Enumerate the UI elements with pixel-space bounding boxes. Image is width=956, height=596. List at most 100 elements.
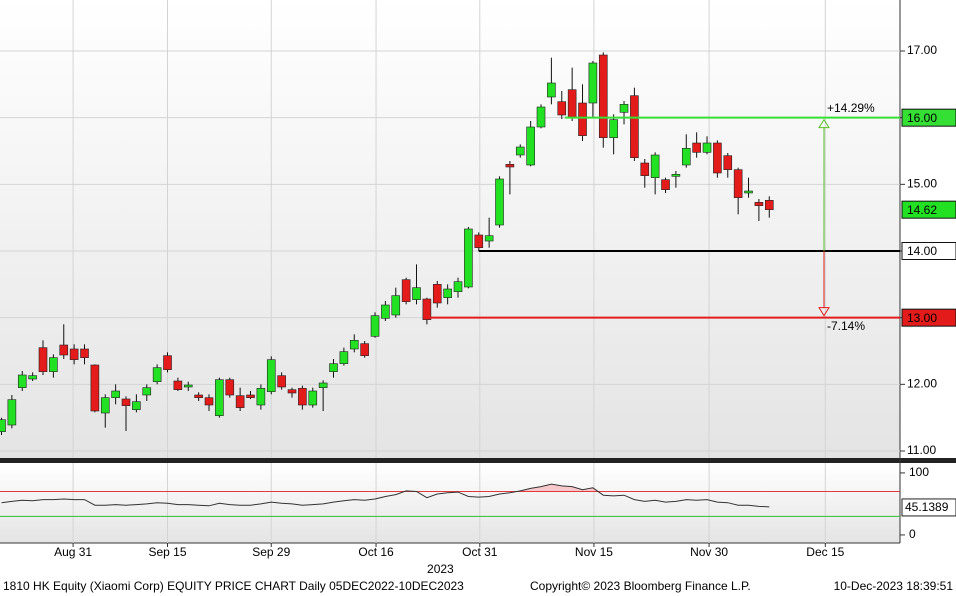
candle-body bbox=[0, 419, 6, 432]
level-label: 13.00 bbox=[907, 311, 937, 325]
level-box bbox=[901, 242, 956, 260]
candle-body bbox=[630, 95, 639, 158]
candle-body bbox=[754, 202, 764, 206]
footer-left: 1810 HK Equity (Xiaomi Corp) EQUITY PRIC… bbox=[3, 579, 464, 593]
x-tick-label: Dec 15 bbox=[806, 545, 844, 559]
candle-body bbox=[183, 384, 193, 388]
y-tick-label: 11.00 bbox=[907, 443, 936, 457]
x-tick-label: Nov 15 bbox=[575, 545, 613, 559]
candle-body bbox=[121, 398, 131, 406]
candle-body bbox=[318, 382, 328, 388]
candle-body bbox=[59, 344, 69, 356]
candle-body bbox=[432, 284, 442, 304]
candle-body bbox=[17, 374, 27, 388]
x-tick-label: Oct 31 bbox=[462, 545, 498, 559]
candle-body bbox=[329, 363, 338, 372]
candle-body bbox=[474, 234, 484, 248]
level-label: 14.00 bbox=[907, 244, 937, 258]
candle-body bbox=[7, 399, 17, 426]
candle-body bbox=[484, 235, 494, 242]
y-tick-label: 15.00 bbox=[907, 177, 937, 191]
candle-body bbox=[422, 298, 432, 320]
candle-body bbox=[308, 390, 318, 406]
level-box bbox=[901, 108, 956, 127]
rsi-last-label: 45.1389 bbox=[905, 500, 949, 514]
rsi-tick-label: 0 bbox=[909, 527, 916, 541]
candle-body bbox=[173, 380, 183, 390]
candle-body bbox=[661, 179, 670, 190]
candle-body bbox=[256, 388, 266, 406]
candle-body bbox=[287, 389, 297, 394]
candle-body bbox=[536, 106, 546, 128]
candle-body bbox=[28, 375, 37, 380]
candle-body bbox=[412, 287, 421, 300]
annotation: +14.29% bbox=[827, 101, 875, 115]
rsi-line bbox=[1, 483, 770, 508]
candle-body bbox=[401, 279, 411, 302]
candle-body bbox=[526, 126, 535, 166]
overbought-fill bbox=[1, 484, 770, 492]
candle-body bbox=[692, 142, 701, 153]
candle-body bbox=[235, 395, 245, 408]
candle-body bbox=[681, 148, 691, 166]
candle-body bbox=[505, 164, 515, 168]
panel-separator bbox=[0, 458, 956, 463]
candle-body bbox=[349, 340, 359, 350]
candle-body bbox=[266, 359, 276, 392]
candle-body bbox=[598, 54, 608, 138]
x-tick-label: Oct 16 bbox=[358, 545, 394, 559]
price-panel bbox=[0, 0, 900, 458]
candle-body bbox=[443, 288, 452, 298]
candle-body bbox=[69, 348, 79, 360]
candle-body bbox=[578, 102, 587, 136]
candle-body bbox=[204, 397, 214, 406]
candle-body bbox=[152, 367, 162, 382]
candle-body bbox=[163, 355, 172, 370]
candle-body bbox=[80, 348, 89, 358]
up-arrow-head bbox=[818, 118, 830, 129]
candle-body bbox=[360, 343, 369, 356]
candle-body bbox=[588, 62, 598, 104]
candle-body bbox=[49, 357, 58, 372]
candle-body bbox=[744, 190, 753, 194]
candle-body bbox=[100, 397, 110, 414]
annotation: -7.14% bbox=[827, 319, 865, 333]
candle-body bbox=[702, 142, 712, 153]
candle-body bbox=[495, 178, 504, 226]
candle-body bbox=[215, 379, 224, 416]
rsi-panel bbox=[0, 463, 900, 543]
candle-body bbox=[713, 142, 722, 174]
candle-body bbox=[132, 401, 141, 410]
footer-center: Copyright© 2023 Bloomberg Finance L.P. bbox=[530, 579, 751, 593]
y-tick-label: 17.00 bbox=[907, 43, 937, 57]
candle-body bbox=[547, 82, 556, 98]
last-price-label: 14.62 bbox=[907, 203, 937, 217]
candle-body bbox=[453, 281, 463, 292]
candle-body bbox=[111, 390, 120, 398]
rsi-tick-label: 100 bbox=[909, 465, 929, 479]
candle-body bbox=[764, 200, 774, 210]
candle-body bbox=[650, 154, 660, 178]
candle-body bbox=[723, 155, 733, 170]
candle-body bbox=[246, 394, 255, 398]
x-year-label: 2023 bbox=[427, 562, 454, 576]
candle-body bbox=[464, 228, 473, 288]
candle-body bbox=[557, 101, 567, 116]
x-tick-label: Aug 31 bbox=[54, 545, 92, 559]
candle-body bbox=[671, 174, 681, 177]
candle-body bbox=[38, 347, 48, 372]
down-arrow-head bbox=[818, 307, 830, 317]
candle-body bbox=[339, 351, 349, 364]
candle-body bbox=[567, 89, 577, 118]
candle-body bbox=[609, 119, 618, 138]
candle-body bbox=[194, 394, 203, 398]
rsi-last-box bbox=[901, 498, 956, 517]
y-tick-label: 12.00 bbox=[907, 377, 937, 391]
level-box bbox=[901, 308, 956, 327]
x-tick-label: Nov 30 bbox=[690, 545, 728, 559]
candle-body bbox=[391, 295, 401, 316]
candle-body bbox=[619, 104, 629, 113]
candle-body bbox=[515, 146, 525, 156]
candle-body bbox=[733, 169, 743, 198]
x-tick-label: Sep 29 bbox=[252, 545, 290, 559]
